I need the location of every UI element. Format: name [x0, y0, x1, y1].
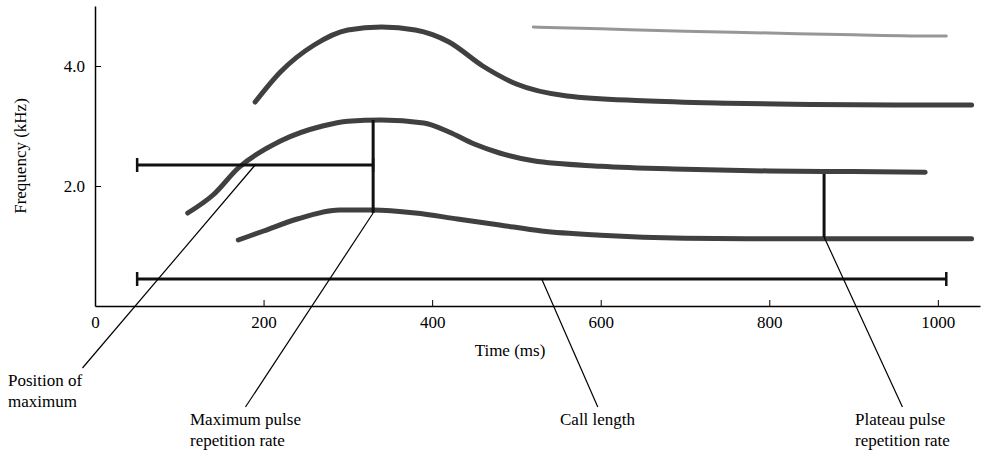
x-tick: 400	[420, 300, 446, 332]
y-tick-label: 4.0	[64, 57, 85, 76]
x-axis-line	[96, 306, 981, 308]
leader-line	[542, 279, 598, 407]
leader-line	[245, 213, 373, 407]
x-axis: 0 200 400 600 800 1000	[91, 300, 980, 332]
y-tick-label: 2.0	[64, 177, 85, 196]
y-axis: 2.0 4.0	[64, 7, 101, 307]
annotations: Position ofmaximum Maximum pulserepetitio…	[8, 165, 950, 450]
x-tick-label: 800	[757, 313, 783, 332]
x-tick-mark	[264, 300, 265, 306]
x-tick-mark	[601, 300, 602, 306]
bracket-end	[945, 272, 948, 286]
x-tick-label: 600	[588, 313, 614, 332]
x-tick-label: 200	[251, 313, 277, 332]
y-axis-line	[95, 7, 97, 307]
leader-line	[824, 237, 902, 407]
x-tick-mark	[938, 300, 939, 306]
harmonic-line	[533, 27, 946, 36]
harmonic-line	[255, 27, 971, 105]
bracket-line	[372, 120, 375, 213]
x-tick: 1000	[921, 300, 955, 332]
harmonic-line	[238, 210, 971, 240]
x-tick: 200	[251, 300, 277, 332]
y-tick: 2.0	[64, 177, 101, 196]
x-tick: 800	[757, 300, 783, 332]
x-tick: 600	[588, 300, 614, 332]
y-tick-mark	[95, 186, 101, 187]
annotation-bracket	[373, 120, 374, 213]
y-tick: 4.0	[64, 57, 101, 76]
bracket-end	[136, 158, 139, 172]
annotation-label: Position ofmaximum	[8, 371, 82, 411]
leader-line	[82, 165, 255, 368]
bracket-line	[823, 174, 826, 237]
bracket-end	[136, 272, 139, 286]
annotation-label: Call length	[560, 410, 636, 429]
plot-area	[137, 27, 971, 286]
x-axis-title: Time (ms)	[475, 341, 546, 360]
chart: 0 200 400 600 800 1000 2.0 4.0 Time (ms) Frequenc…	[0, 0, 988, 462]
y-axis-title: Frequency (kHz)	[11, 98, 30, 214]
y-tick-mark	[95, 66, 101, 67]
annotation-bracket	[824, 174, 825, 237]
x-tick-label: 0	[91, 313, 100, 332]
x-tick-mark	[432, 300, 433, 306]
x-tick-label: 400	[420, 313, 446, 332]
annotation-label: Maximum pulserepetition rate	[190, 410, 301, 450]
annotation-label: Plateau pulserepetition rate	[855, 410, 950, 450]
x-tick-mark	[769, 300, 770, 306]
x-tick-label: 1000	[921, 313, 955, 332]
